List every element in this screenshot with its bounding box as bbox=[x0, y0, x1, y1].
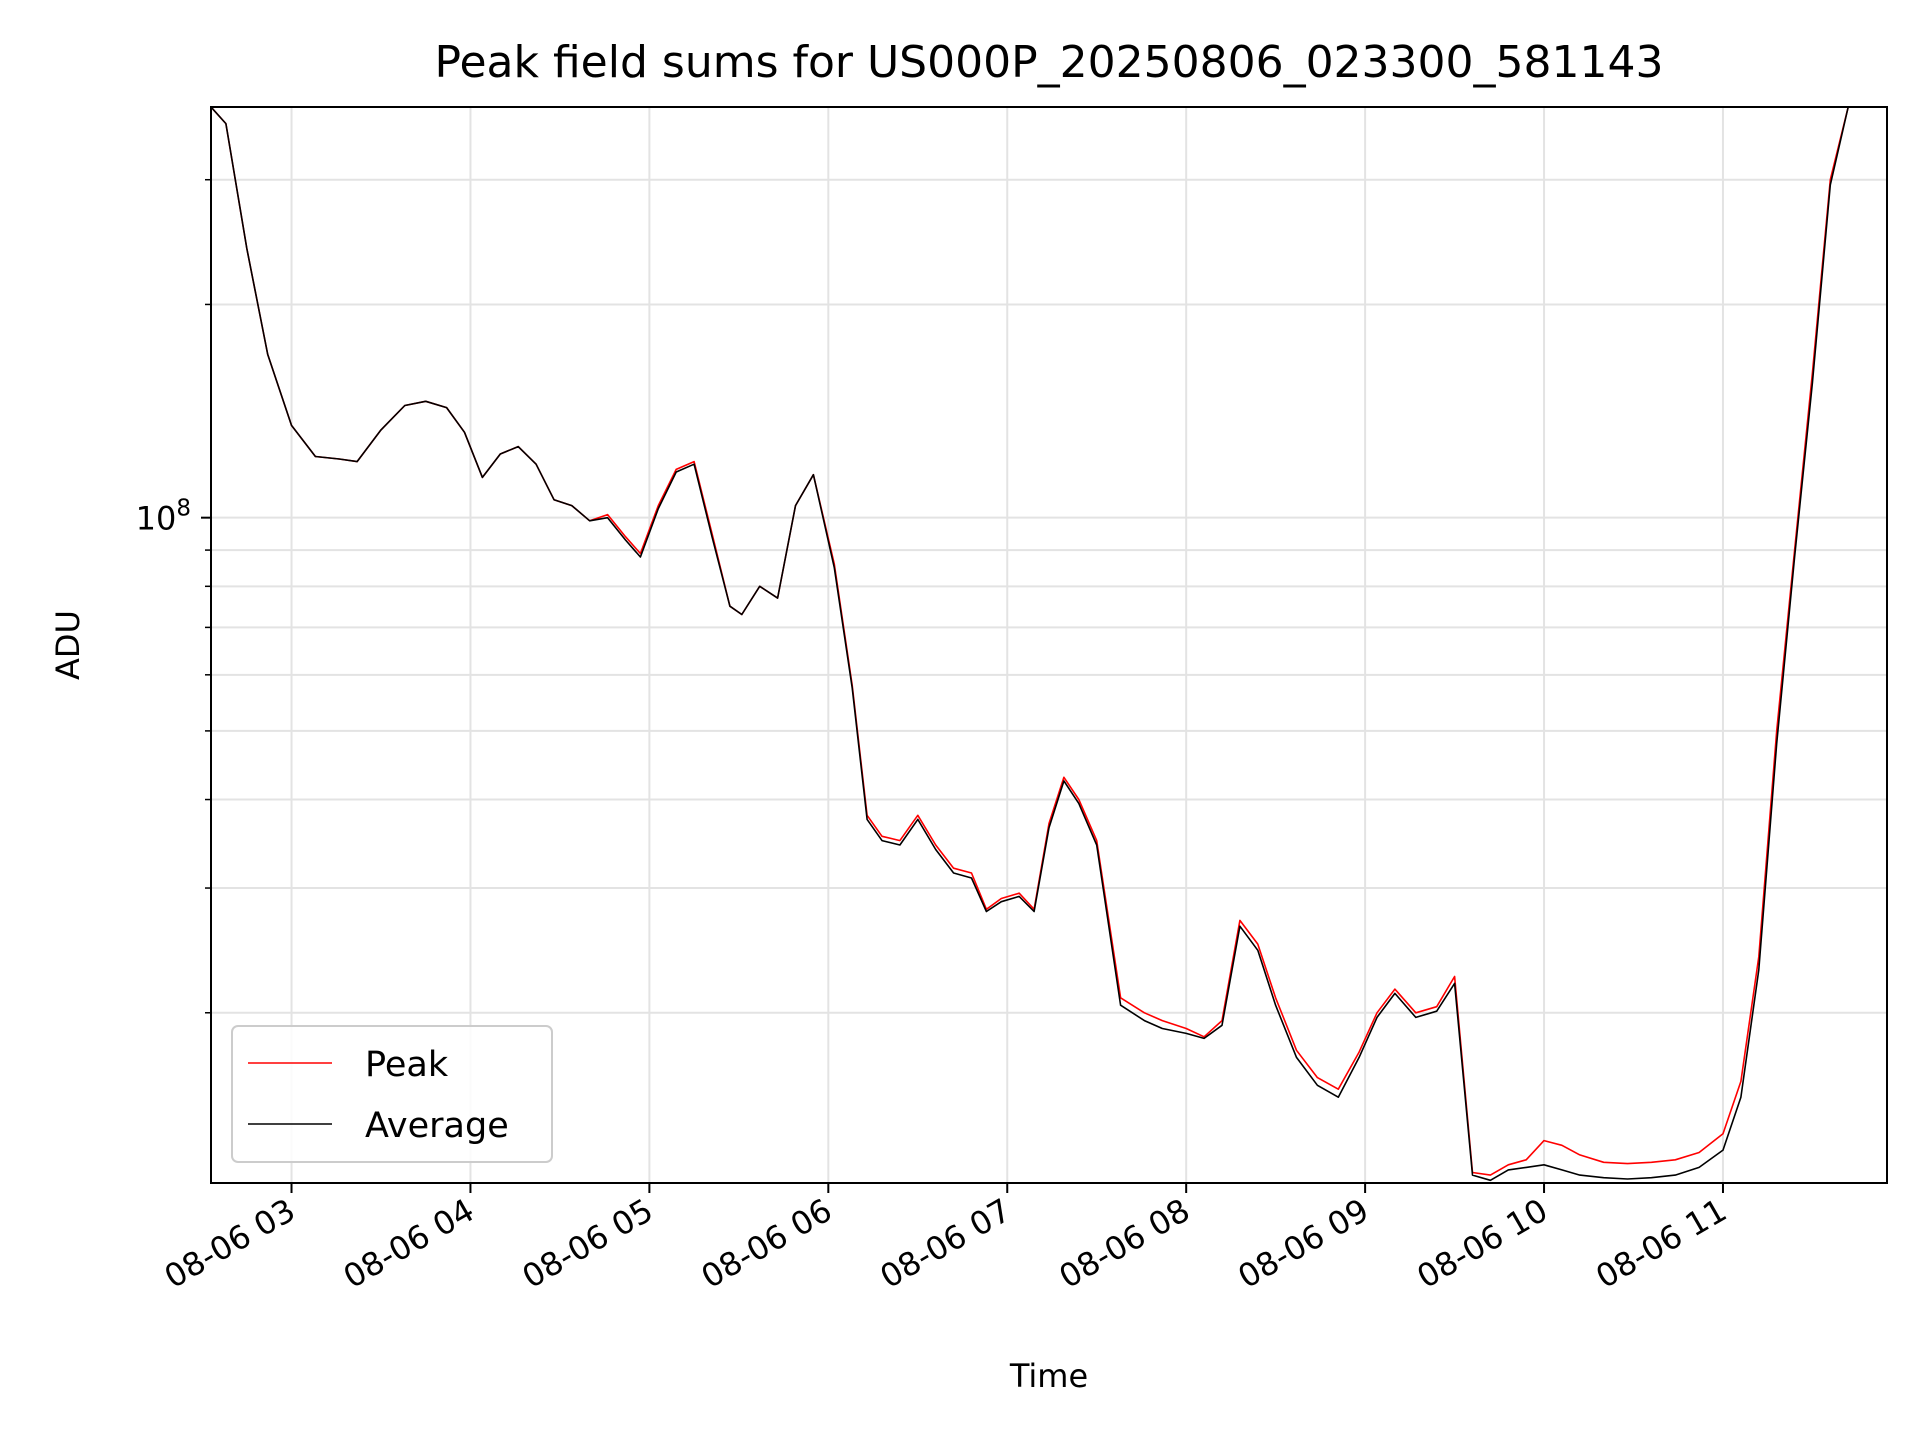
chart-title: Peak field sums for US000P_20250806_0233… bbox=[435, 37, 1664, 88]
y-tick-label: 108 bbox=[136, 496, 191, 538]
grid-lines bbox=[211, 107, 1887, 1183]
legend-box bbox=[231, 1025, 553, 1163]
y-axis-ticks: 108 bbox=[136, 178, 211, 1014]
series-lines bbox=[211, 107, 1881, 1182]
legend: Peak Average bbox=[231, 1025, 553, 1163]
plot-area-frame bbox=[210, 106, 1888, 1184]
y-axis-label: ADU bbox=[49, 610, 87, 680]
legend-label-peak: Peak bbox=[365, 1045, 449, 1085]
legend-label-average: Average bbox=[365, 1106, 509, 1146]
series-line-average bbox=[211, 107, 1881, 1182]
x-axis-label: Time bbox=[1009, 1357, 1088, 1395]
